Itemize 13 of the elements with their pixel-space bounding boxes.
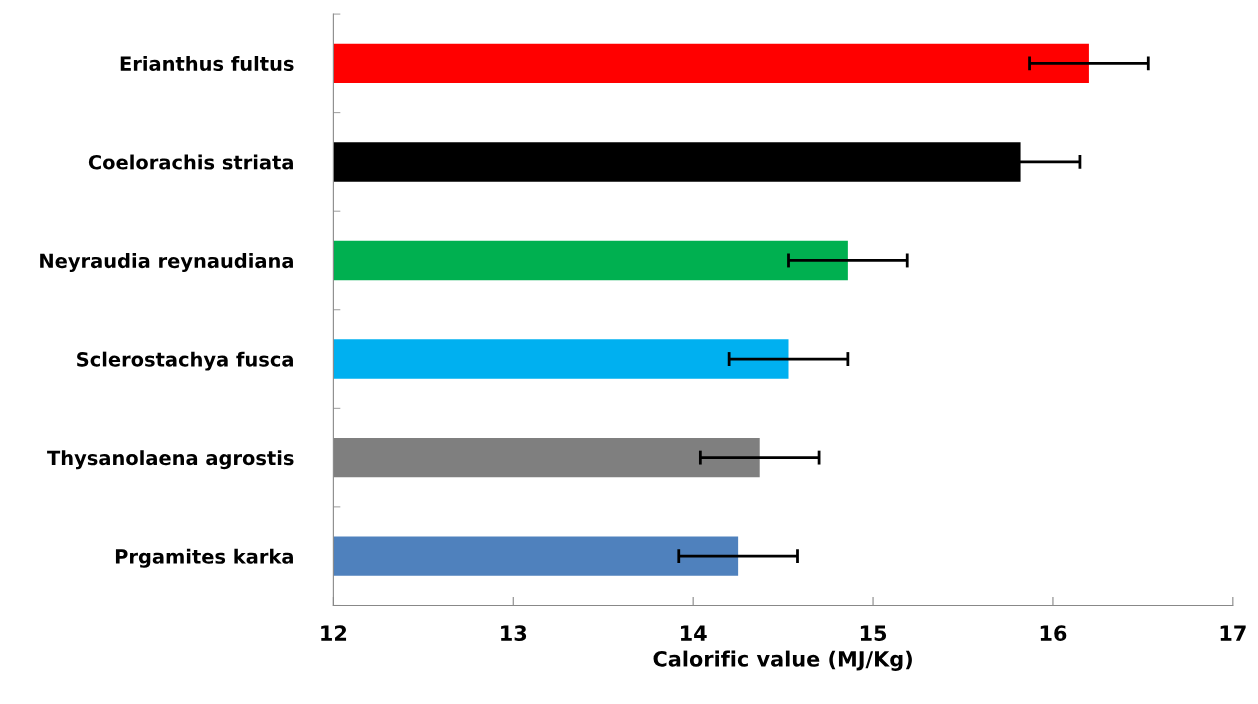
x-tick-label: 14 (681, 625, 707, 641)
x-tick-label: 17 (1220, 625, 1246, 641)
x-tick-label: 12 (321, 625, 347, 641)
y-tick-label: Erianthus fultus (120, 55, 294, 72)
x-tick-label: 16 (1040, 625, 1067, 642)
y-tick-label: Coelorachis striata (88, 154, 293, 170)
y-tick-label: Sclerostachya fusca (77, 351, 293, 371)
x-axis-title: Calorific value (MJ/Kg) (653, 650, 912, 671)
x-tick-label: 13 (501, 625, 527, 642)
y-tick-label: Neyraudia reynaudiana (40, 253, 293, 273)
x-tick-label: 15 (860, 625, 887, 642)
y-tick-label: Thysanolaena agrostis (47, 450, 294, 470)
y-tick-label: Prgamites karka (115, 548, 293, 568)
